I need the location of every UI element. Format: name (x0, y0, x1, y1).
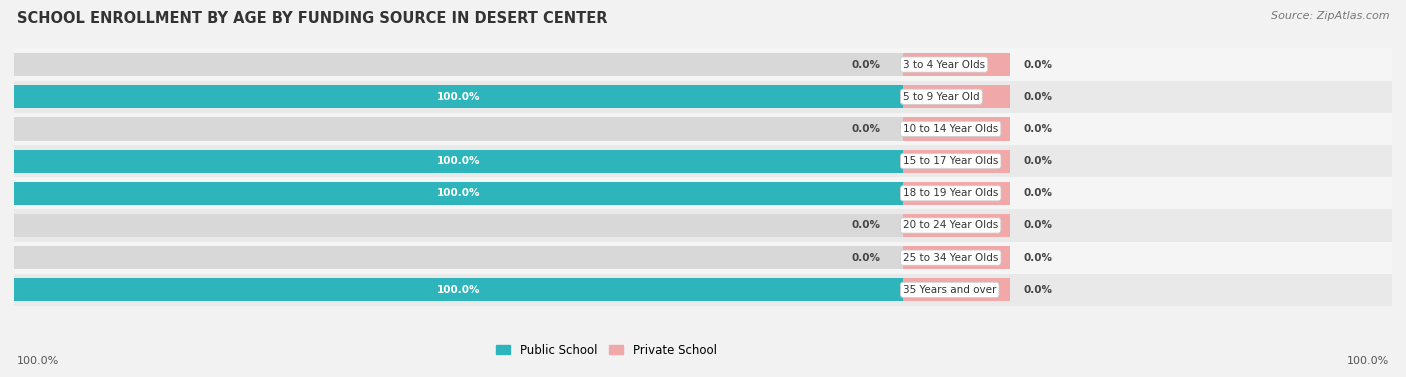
Text: 0.0%: 0.0% (1024, 253, 1052, 263)
Text: 15 to 17 Year Olds: 15 to 17 Year Olds (903, 156, 998, 166)
Bar (903, 150, 1010, 173)
Bar (14, 53, 903, 76)
Bar (14, 85, 903, 108)
Bar (14, 274, 1392, 306)
Text: 0.0%: 0.0% (852, 221, 880, 230)
Bar (14, 177, 1392, 209)
Bar (14, 214, 903, 237)
Text: 100.0%: 100.0% (1347, 356, 1389, 366)
Text: 10 to 14 Year Olds: 10 to 14 Year Olds (903, 124, 998, 134)
Text: 18 to 19 Year Olds: 18 to 19 Year Olds (903, 188, 998, 198)
Bar (903, 53, 1010, 76)
Bar (14, 49, 1392, 81)
Bar (14, 246, 903, 269)
Text: 0.0%: 0.0% (1024, 188, 1052, 198)
Text: 3 to 4 Year Olds: 3 to 4 Year Olds (903, 60, 986, 69)
Text: 0.0%: 0.0% (1024, 156, 1052, 166)
Bar (903, 85, 1010, 108)
Text: 0.0%: 0.0% (1024, 124, 1052, 134)
Text: 0.0%: 0.0% (852, 60, 880, 69)
Bar (903, 182, 1010, 205)
Bar (14, 150, 903, 173)
Bar (903, 278, 1010, 302)
Text: 0.0%: 0.0% (852, 124, 880, 134)
Bar (14, 81, 1392, 113)
Text: 0.0%: 0.0% (1024, 221, 1052, 230)
Bar (14, 242, 1392, 274)
Bar (903, 214, 1010, 237)
Bar (14, 117, 903, 141)
Bar (14, 182, 903, 205)
Bar (903, 85, 1010, 108)
Text: 35 Years and over: 35 Years and over (903, 285, 997, 295)
Bar (14, 278, 903, 302)
Bar (903, 246, 1010, 269)
Text: 0.0%: 0.0% (852, 253, 880, 263)
Text: SCHOOL ENROLLMENT BY AGE BY FUNDING SOURCE IN DESERT CENTER: SCHOOL ENROLLMENT BY AGE BY FUNDING SOUR… (17, 11, 607, 26)
Bar (14, 278, 903, 302)
Text: 25 to 34 Year Olds: 25 to 34 Year Olds (903, 253, 998, 263)
Bar (14, 145, 1392, 177)
Text: 0.0%: 0.0% (1024, 60, 1052, 69)
Text: 100.0%: 100.0% (17, 356, 59, 366)
Text: 100.0%: 100.0% (437, 156, 481, 166)
Legend: Public School, Private School: Public School, Private School (492, 339, 721, 361)
Text: 20 to 24 Year Olds: 20 to 24 Year Olds (903, 221, 998, 230)
Text: Source: ZipAtlas.com: Source: ZipAtlas.com (1271, 11, 1389, 21)
Text: 5 to 9 Year Old: 5 to 9 Year Old (903, 92, 980, 102)
Text: 100.0%: 100.0% (437, 285, 481, 295)
Text: 0.0%: 0.0% (1024, 92, 1052, 102)
Bar (14, 209, 1392, 242)
Bar (14, 113, 1392, 145)
Bar (903, 53, 1010, 76)
Text: 100.0%: 100.0% (437, 92, 481, 102)
Bar (903, 246, 1010, 269)
Bar (903, 278, 1010, 302)
Bar (14, 150, 903, 173)
Bar (903, 117, 1010, 141)
Bar (903, 150, 1010, 173)
Bar (14, 182, 903, 205)
Bar (903, 214, 1010, 237)
Bar (14, 85, 903, 108)
Bar (903, 182, 1010, 205)
Bar (903, 117, 1010, 141)
Text: 0.0%: 0.0% (1024, 285, 1052, 295)
Text: 100.0%: 100.0% (437, 188, 481, 198)
